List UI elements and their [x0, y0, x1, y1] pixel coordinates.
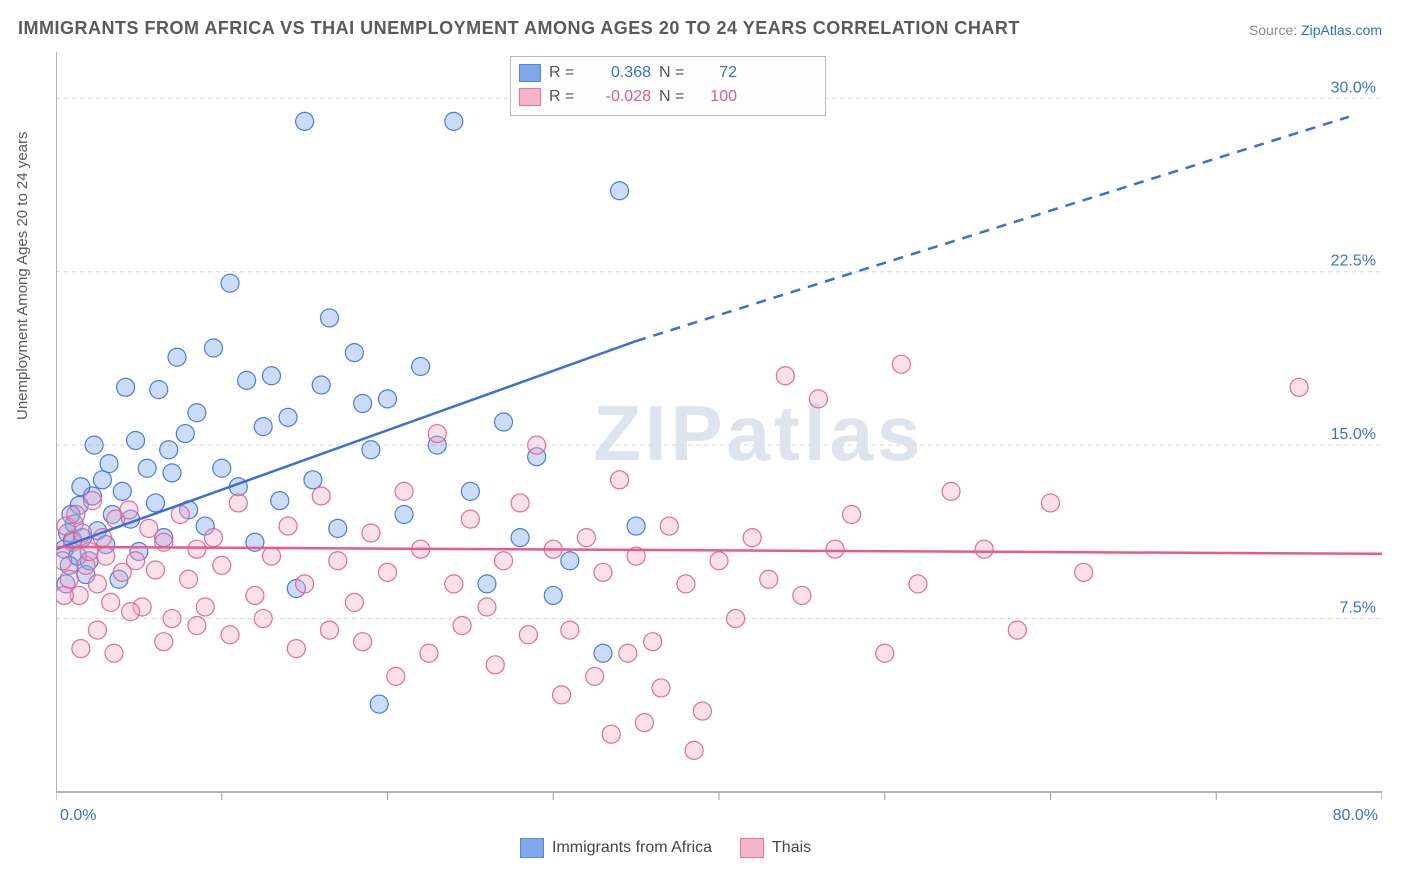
- stats-row-africa: R = 0.368 N = 72: [519, 61, 817, 85]
- n-value-africa: 72: [693, 64, 737, 82]
- legend-item-africa: Immigrants from Africa: [520, 838, 712, 858]
- source-site: ZipAtlas.com: [1301, 22, 1382, 38]
- scatter-chart-svg: 7.5% 15.0% 22.5% 30.0% ZIPatlas 0.0% 80.0%: [56, 52, 1382, 822]
- legend-item-thais: Thais: [740, 838, 811, 858]
- r-label: R =: [549, 88, 575, 106]
- n-label: N =: [659, 88, 685, 106]
- n-label: N =: [659, 64, 685, 82]
- svg-text:7.5%: 7.5%: [1340, 600, 1376, 617]
- swatch-africa: [519, 64, 541, 82]
- svg-text:ZIPatlas: ZIPatlas: [593, 389, 924, 477]
- legend-label-thais: Thais: [772, 839, 811, 857]
- r-value-thais: -0.028: [583, 88, 651, 106]
- r-label: R =: [549, 64, 575, 82]
- source-attribution: Source: ZipAtlas.com: [1249, 22, 1382, 38]
- chart-title: IMMIGRANTS FROM AFRICA VS THAI UNEMPLOYM…: [18, 18, 1020, 39]
- stats-row-thais: R = -0.028 N = 100: [519, 85, 817, 109]
- correlation-stats-box: R = 0.368 N = 72 R = -0.028 N = 100: [510, 56, 826, 116]
- svg-text:0.0%: 0.0%: [60, 807, 96, 822]
- swatch-thais: [519, 88, 541, 106]
- svg-text:80.0%: 80.0%: [1333, 807, 1378, 822]
- source-label: Source:: [1249, 22, 1301, 38]
- legend-label-africa: Immigrants from Africa: [552, 839, 712, 857]
- n-value-thais: 100: [693, 88, 737, 106]
- svg-text:15.0%: 15.0%: [1331, 426, 1376, 443]
- legend-swatch-thais: [740, 838, 764, 858]
- series-legend: Immigrants from Africa Thais: [520, 838, 811, 858]
- r-value-africa: 0.368: [583, 64, 651, 82]
- svg-text:22.5%: 22.5%: [1331, 253, 1376, 270]
- y-axis-label: Unemployment Among Ages 20 to 24 years: [14, 131, 31, 420]
- chart-plot-area: 7.5% 15.0% 22.5% 30.0% ZIPatlas 0.0% 80.0%: [56, 52, 1382, 822]
- legend-swatch-africa: [520, 838, 544, 858]
- svg-text:30.0%: 30.0%: [1331, 79, 1376, 96]
